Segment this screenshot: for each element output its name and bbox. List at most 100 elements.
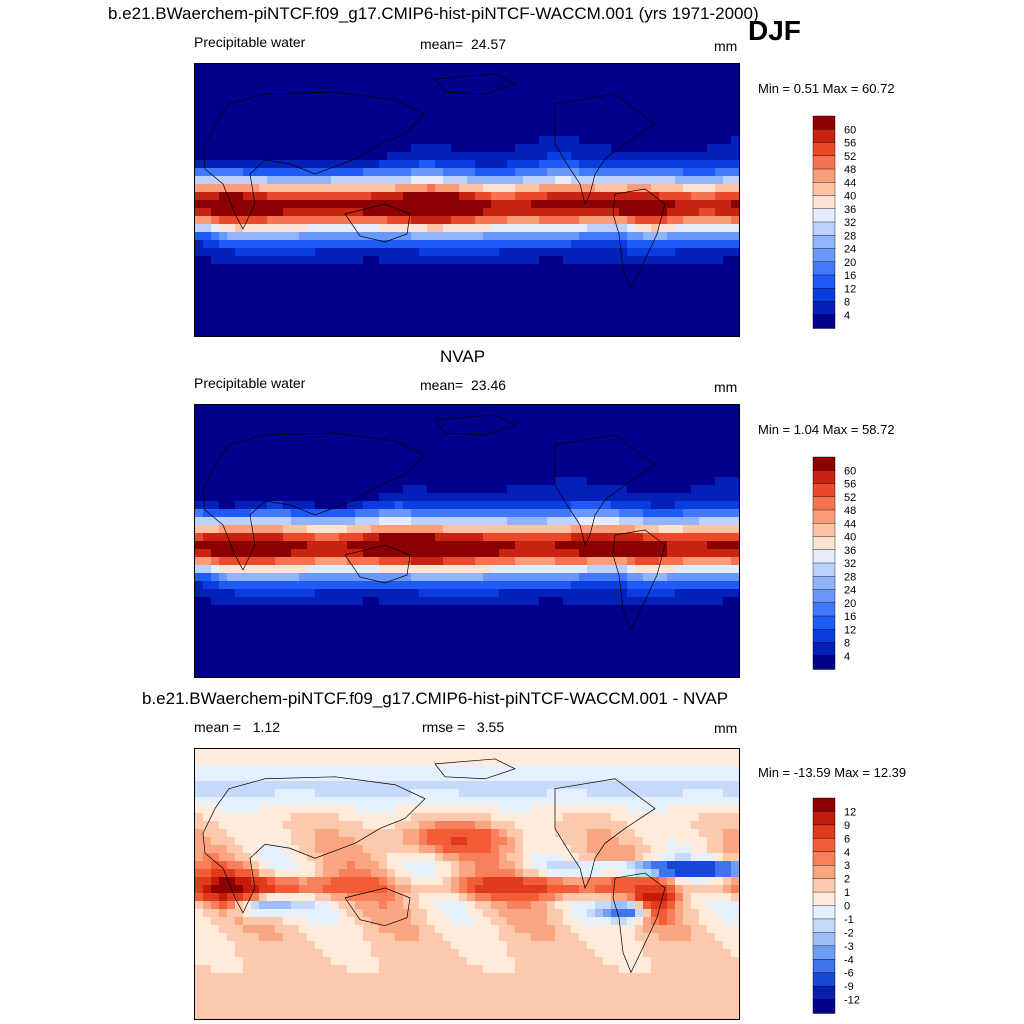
colorbar-box	[812, 589, 836, 604]
colorbar-box	[812, 483, 836, 498]
figure-title: b.e21.BWaerchem-piNTCF.f09_g17.CMIP6-his…	[108, 4, 759, 23]
colorbar-tick-label: 48	[844, 164, 856, 176]
colorbar-box	[812, 655, 836, 670]
colorbar-tick-label: 1	[844, 887, 850, 899]
colorbar-tick-label: 24	[844, 244, 856, 256]
colorbar-tick-label: 44	[844, 518, 856, 530]
panel2-mean-label: mean=	[420, 377, 464, 393]
colorbar-tick-label: 3	[844, 860, 850, 872]
colorbar-box	[812, 155, 836, 170]
panel2-minmax: Min = 1.04 Max = 58.72	[758, 422, 895, 437]
colorbar-tick-label: 56	[844, 138, 856, 150]
colorbar-tick-label: -9	[844, 981, 854, 993]
panel3-rmse-value: 3.55	[476, 719, 505, 735]
panel3-mean: mean = 1.12	[194, 719, 280, 735]
colorbar-box	[812, 261, 836, 276]
colorbar-box	[812, 985, 836, 1001]
colorbar-tick-label: 40	[844, 191, 856, 203]
colorbar-tick-label: 8	[844, 297, 850, 309]
panel3-units: mm	[714, 720, 738, 736]
colorbar-tick-label: 12	[844, 806, 856, 818]
colorbar-box	[812, 536, 836, 551]
colorbar-tick-label: 0	[844, 901, 850, 913]
colorbar-tick-label: 9	[844, 820, 850, 832]
colorbar-box	[812, 182, 836, 197]
panel3-map	[194, 748, 740, 1020]
panel2-units: mm	[714, 379, 738, 395]
colorbar-tick-label: 6	[844, 833, 850, 845]
panel3-mean-value: 1.12	[252, 719, 281, 735]
panel2-variable: Precipitable water	[194, 375, 306, 391]
colorbar-box	[812, 891, 836, 907]
panel1-colorbar: 60 56 52 48 44 40 36 32 28 24 20 16 12 8 4	[812, 115, 892, 335]
colorbar-tick-label: 8	[844, 638, 850, 650]
panel1-mean-value: 24.57	[470, 36, 507, 52]
panel2-title: NVAP	[440, 347, 486, 366]
field-cells	[195, 749, 739, 1019]
colorbar-box	[812, 629, 836, 644]
colorbar-box	[812, 221, 836, 236]
colorbar-tick-label: 24	[844, 585, 856, 597]
panel1-units: mm	[714, 38, 738, 54]
colorbar-tick-label: 2	[844, 874, 850, 886]
panel2-mean: mean= 23.46	[420, 377, 506, 393]
panel1-map	[194, 63, 740, 337]
colorbar-tick-label: 40	[844, 532, 856, 544]
colorbar-box	[812, 959, 836, 974]
coastlines	[202, 414, 666, 631]
colorbar-box	[812, 142, 836, 157]
colorbar-box	[812, 456, 836, 471]
colorbar-box	[812, 129, 836, 144]
panel3-rmse: rmse = 3.55	[422, 719, 504, 735]
colorbar-box	[812, 314, 836, 329]
colorbar-box	[812, 811, 836, 826]
colorbar-box	[812, 235, 836, 250]
colorbar-box	[812, 945, 836, 960]
field-cells	[195, 64, 739, 336]
colorbar-box	[812, 576, 836, 591]
colorbar-box	[812, 523, 836, 538]
colorbar-box	[812, 168, 836, 183]
panel3-title: b.e21.BWaerchem-piNTCF.f09_g17.CMIP6-his…	[142, 689, 729, 708]
colorbar-tick-label: -4	[844, 954, 854, 966]
colorbar-box	[812, 195, 836, 210]
colorbar-box	[812, 642, 836, 657]
panel1-minmax: Min = 0.51 Max = 60.72	[758, 81, 895, 96]
colorbar-box	[812, 470, 836, 485]
coastlines	[202, 758, 666, 974]
colorbar-tick-label: 16	[844, 270, 856, 282]
colorbar-box	[812, 301, 836, 316]
colorbar-tick-label: 20	[844, 257, 856, 269]
coastlines	[202, 73, 666, 290]
panel3-colorbar: 12 9 6 4 3 2 1 0 -1 -2 -3 -4 -6 -9 -12	[812, 797, 892, 1020]
colorbar-box	[812, 602, 836, 617]
colorbar-box	[812, 208, 836, 223]
colorbar-box	[812, 115, 836, 130]
colorbar-box	[812, 878, 836, 893]
colorbar-tick-label: 12	[844, 283, 856, 295]
season-label: DJF	[748, 15, 801, 46]
colorbar-tick-label: 16	[844, 611, 856, 623]
colorbar-box	[812, 932, 836, 947]
colorbar-box	[812, 838, 836, 853]
panel3-minmax: Min = -13.59 Max = 12.39	[758, 765, 907, 780]
panel2-map	[194, 404, 740, 678]
colorbar-box	[812, 288, 836, 303]
colorbar-box	[812, 972, 836, 987]
colorbar-tick-label: 4	[844, 651, 850, 663]
colorbar-tick-label: 28	[844, 571, 856, 583]
colorbar-tick-label: 36	[844, 204, 856, 216]
panel3-rmse-label: rmse =	[422, 719, 466, 735]
colorbar-tick-label: -6	[844, 968, 854, 980]
colorbar-tick-label: 12	[844, 624, 856, 636]
colorbar-tick-label: 56	[844, 479, 856, 491]
colorbar-box	[812, 248, 836, 263]
panel3-colorbar-svg: 12 96 43 21 0-1-2 -3-4 -6-9 -12	[812, 797, 860, 1014]
colorbar-tick-label: 48	[844, 505, 856, 517]
panel2-map-svg	[195, 405, 739, 677]
colorbar-tick-label: 32	[844, 558, 856, 570]
colorbar-box	[812, 918, 836, 934]
panel1-variable: Precipitable water	[194, 34, 306, 50]
